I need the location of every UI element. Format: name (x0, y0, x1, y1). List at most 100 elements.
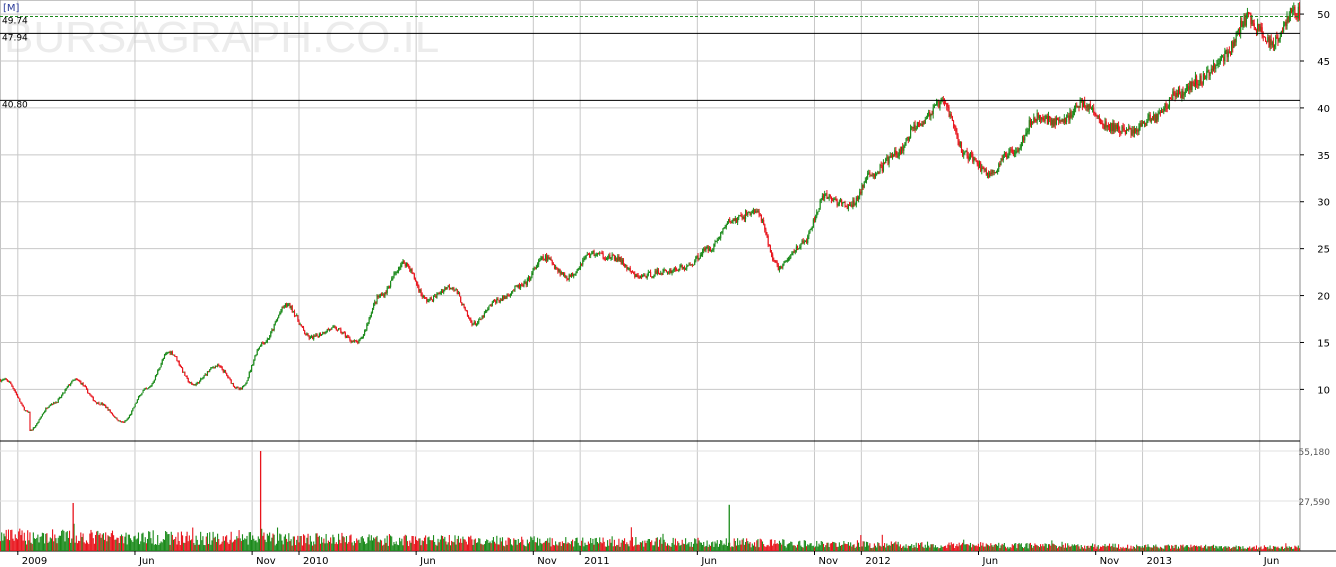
candle-body (74, 379, 76, 381)
candle-body (239, 388, 241, 390)
volume-bar (617, 545, 619, 551)
candle-body (482, 316, 484, 318)
volume-bar (540, 542, 542, 551)
candle-body (685, 268, 687, 270)
volume-bar (619, 546, 621, 551)
volume-bar (636, 544, 638, 551)
volume-bar (406, 541, 409, 551)
candle-body (165, 353, 167, 356)
volume-bar (532, 540, 534, 551)
volume-bar (731, 546, 733, 551)
candle-body (231, 383, 233, 385)
volume-bar (822, 543, 825, 551)
volume-bar (530, 536, 532, 551)
volume-bar (162, 539, 164, 551)
candle-body (1296, 16, 1298, 19)
volume-bar (351, 542, 353, 551)
candle-body (746, 210, 748, 215)
candle-body (341, 332, 343, 334)
volume-bar (172, 539, 175, 551)
candle-body (817, 211, 819, 213)
volume-bar (1116, 547, 1118, 551)
candle-body (452, 287, 454, 289)
volume-bar (220, 543, 222, 551)
candle-body (1291, 8, 1293, 12)
candle-body (481, 316, 483, 320)
volume-bar (70, 542, 72, 551)
candle-body (349, 337, 351, 341)
candle-body (66, 386, 68, 389)
candle-body (376, 296, 378, 303)
volume-bar (513, 538, 515, 551)
volume-bar (361, 536, 363, 551)
candle-body (620, 257, 622, 264)
volume-bar (1177, 546, 1180, 551)
candle-body (690, 264, 692, 266)
volume-bar (92, 538, 94, 551)
volume-bar (379, 539, 381, 551)
volume-bar (237, 538, 239, 551)
volume-bar (1097, 545, 1099, 551)
candle-body (1044, 118, 1046, 121)
volume-bar (1157, 547, 1159, 551)
volume-bar (696, 543, 698, 551)
volume-bar (36, 537, 38, 551)
volume-bar (1104, 543, 1106, 551)
candle-body (309, 336, 311, 339)
candle-body (1262, 36, 1264, 38)
candle-body (343, 332, 345, 334)
candle-body (288, 303, 290, 305)
volume-bar (99, 533, 101, 551)
candle-body (1173, 91, 1175, 95)
candle-body (832, 200, 834, 202)
candle-body (140, 395, 142, 397)
volume-bar (1220, 546, 1222, 551)
candle-body (945, 102, 947, 104)
candle-body (9, 381, 11, 383)
candle-body (248, 371, 250, 378)
candle-body (404, 263, 406, 267)
volume-bar (312, 545, 314, 551)
candle-body (1252, 20, 1254, 24)
candle-body (339, 328, 341, 330)
volume-bar (943, 546, 946, 551)
level-label: 47.94 (2, 33, 28, 43)
volume-bar (1047, 544, 1050, 551)
volume-bar (122, 536, 124, 551)
volume-bar (1248, 547, 1250, 551)
period-label[interactable]: [M] (3, 3, 20, 14)
volume-bar (144, 537, 146, 551)
volume-bar (1260, 546, 1262, 551)
candle-body (267, 338, 270, 340)
candle-body (1197, 84, 1199, 86)
volume-bar (1254, 548, 1256, 551)
volume-bar (24, 540, 26, 551)
volume-bar (985, 543, 987, 551)
candle-body (1001, 158, 1003, 160)
candle-body (652, 276, 654, 278)
volume-bar (1061, 541, 1063, 551)
volume-bar (65, 532, 67, 551)
volume-bar (1288, 546, 1290, 551)
volume-bar (56, 543, 58, 551)
volume-bar (292, 536, 294, 551)
volume-bar (990, 543, 992, 551)
volume-bar (852, 544, 854, 551)
candle-body (101, 402, 103, 405)
candle-body (1191, 82, 1193, 90)
candle-body (645, 276, 647, 279)
candle-body (1286, 16, 1288, 26)
candle-body (764, 224, 766, 230)
candle-body (902, 146, 904, 151)
candle-body (1005, 153, 1007, 156)
time-axis: 2009 Jun Nov 2010 Jun Nov 2011 Jun Nov 2012 Jun Nov… (17, 551, 1279, 567)
volume-bar (272, 533, 274, 551)
candle-body (1287, 16, 1289, 23)
candle-body (409, 266, 411, 272)
volume-bar (948, 542, 950, 551)
candle-body (780, 266, 782, 268)
candle-body (176, 356, 178, 361)
volume-bar (809, 543, 811, 551)
volume-bar (353, 541, 355, 551)
candle-body (1278, 38, 1280, 42)
